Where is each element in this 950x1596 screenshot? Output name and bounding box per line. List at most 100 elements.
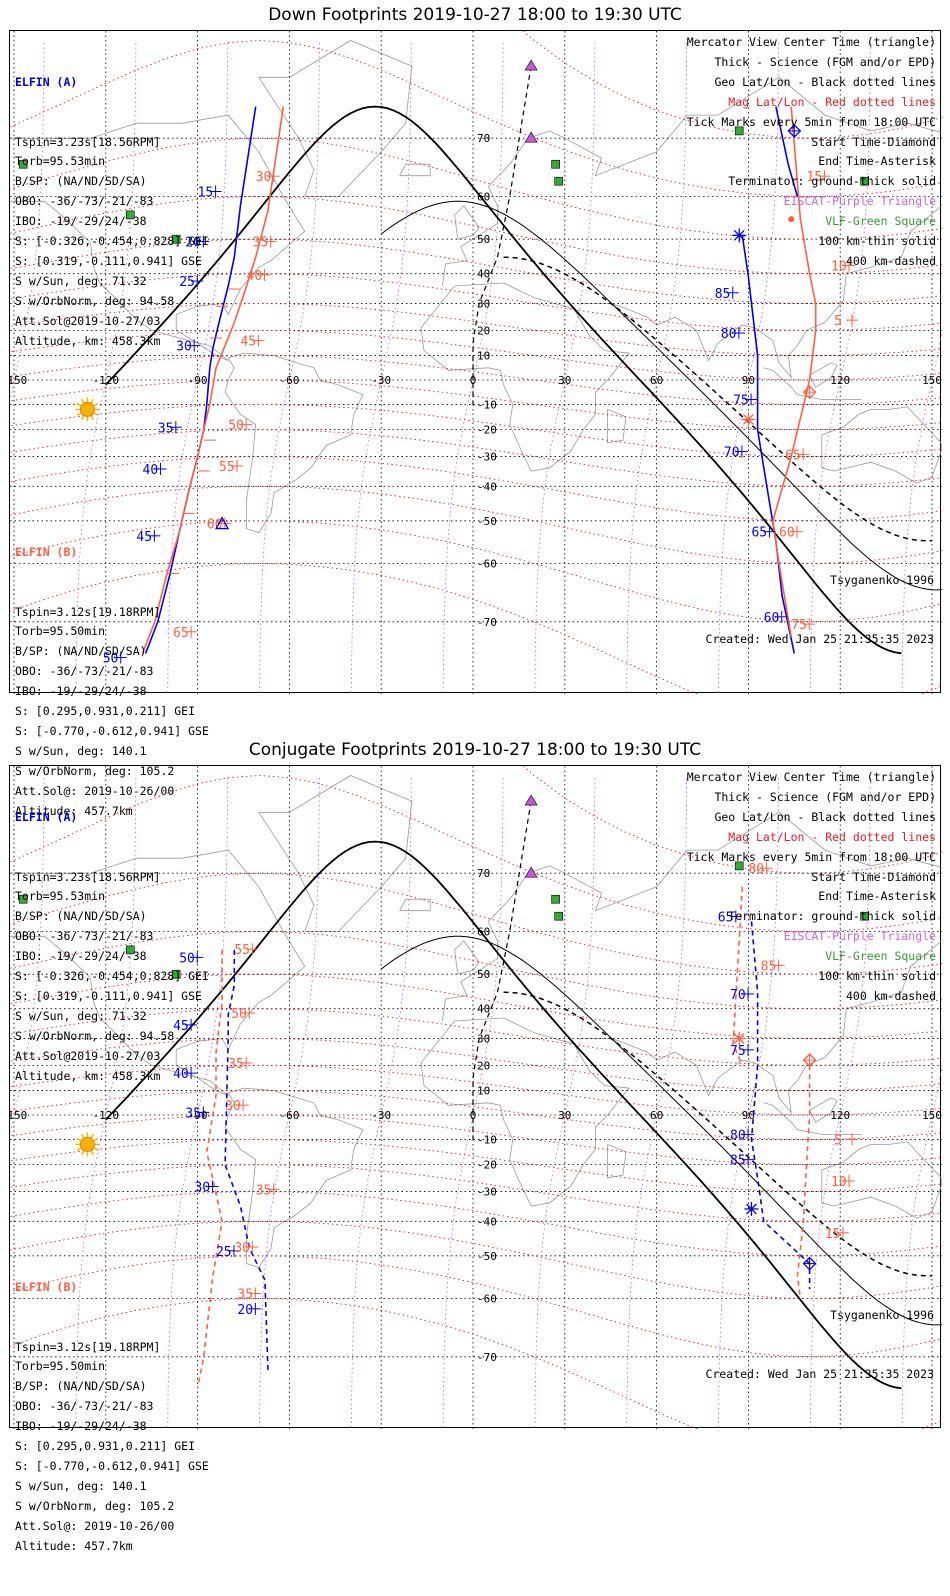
- coastline-5: [821, 1141, 942, 1219]
- elfin-a-line: S: [-0.326,-0.454,0.828] GEI: [15, 234, 209, 249]
- lat-tick-label: -50: [477, 1250, 497, 1263]
- lat-tick-label: 40: [477, 1003, 490, 1016]
- legend-item: Mercator View Center Time (triangle): [686, 770, 936, 784]
- lat-tick-label: -10: [477, 1133, 497, 1146]
- legend-item: 100 km-thin solid: [818, 234, 936, 249]
- lat-tick-label: -40: [477, 480, 497, 493]
- mag-lat-line: [10, 403, 942, 457]
- terminator-ground: [105, 105, 902, 655]
- mag-lat-line: [10, 1038, 942, 1092]
- tick-label: 30: [225, 1099, 241, 1114]
- coastline-10: [454, 205, 480, 240]
- lat-tick-label: -20: [477, 1159, 497, 1172]
- legend-item: 400 km-dashed: [845, 253, 936, 268]
- lat-tick-label: -70: [477, 616, 497, 629]
- elfin-a-line: B/SP: (NA/ND/SD/SA): [15, 174, 147, 189]
- legend-item: End Time-Asterisk: [818, 154, 936, 169]
- mag-lat-line: [10, 872, 942, 975]
- legend-item: Terminator: ground-thick solid: [728, 909, 936, 924]
- lat-tick-label: 60: [477, 190, 490, 203]
- tick-label: 65: [173, 626, 189, 641]
- coastline-1: [224, 1087, 364, 1269]
- mag-lat-line: [10, 429, 942, 487]
- model-credit: Tsyganenko-1996 Created: Wed Jan 25 21:3…: [706, 1266, 934, 1425]
- mag-lon-line: [901, 330, 942, 694]
- tick-label: 30: [195, 1181, 211, 1196]
- vlf-square: [551, 159, 560, 169]
- tick-label: 30: [234, 1241, 250, 1256]
- map-panel-down: -180-150-120-90-60-300306090120150180706…: [9, 30, 942, 818]
- tick-label: 40: [143, 463, 159, 478]
- eiscat-triangle: [524, 866, 538, 878]
- coastline-0: [10, 114, 306, 361]
- mag-lat-line: [10, 1164, 942, 1222]
- tick-label: 60: [207, 518, 223, 533]
- lon-tick-label: -90: [188, 374, 208, 387]
- tick-label: 75: [730, 1044, 746, 1059]
- eiscat-field-line: [472, 66, 532, 405]
- terminator-100km: [380, 935, 942, 1326]
- elfin-a-info: ELFIN (A) Tspin=3.23s[18.56RPM] Torb=95.5…: [15, 768, 209, 1126]
- mag-lat-line: [10, 137, 942, 240]
- elfin-a-line: S w/Sun, deg: 71.32: [15, 273, 147, 288]
- tick-label: 35: [253, 236, 269, 251]
- mag-lat-line: [10, 1191, 942, 1257]
- vlf-square: [734, 126, 744, 136]
- terminator-400km: [503, 991, 933, 1277]
- tick-label: 40: [247, 269, 263, 284]
- legend-item: Geo Lat/Lon - Black dotted lines: [714, 809, 936, 824]
- lat-tick-label: 60: [477, 925, 490, 938]
- panel-title-conjugate: Conjugate Footprints 2019-10-27 18:00 to…: [248, 740, 702, 760]
- mag-lon-line: [167, 40, 229, 694]
- elfin-a-line: Tspin=3.23s[18.56RPM]: [15, 869, 161, 884]
- lat-tick-label: -30: [477, 1186, 497, 1199]
- tick-label: 40: [173, 1067, 189, 1082]
- elfin-a-track-east: [750, 921, 811, 1290]
- elfin-b-line: S w/Sun, deg: 140.1: [15, 1478, 147, 1493]
- mag-lat-line: [10, 931, 942, 1010]
- tick-label: 50: [231, 1007, 247, 1022]
- lat-tick-label: -10: [477, 398, 497, 411]
- lon-tick-label: 30: [558, 374, 571, 387]
- coastline-2: [442, 76, 942, 287]
- tick-label: 50: [179, 951, 195, 966]
- elfin-b-line: Torb=95.50min: [15, 1359, 106, 1374]
- tick-label: 60: [779, 526, 795, 541]
- elfin-b-track-east: [772, 106, 817, 637]
- mag-lat-line: [10, 456, 942, 522]
- tick-label: 10: [831, 1175, 847, 1190]
- legend-item: Geo Lat/Lon - Black dotted lines: [714, 74, 936, 89]
- coastline-7: [809, 1097, 838, 1123]
- coastline-11: [607, 1144, 627, 1179]
- mag-lat-line: [10, 1138, 942, 1192]
- mag-lon-line: [167, 775, 229, 1429]
- mag-lat-line: [10, 303, 942, 357]
- sun-icon: [79, 1136, 95, 1152]
- mag-lon-line: [626, 775, 688, 1429]
- lon-tick-label: 90: [742, 374, 755, 387]
- mag-lat-line: [10, 273, 942, 331]
- vlf-square: [554, 176, 563, 186]
- mag-lon-line: [718, 40, 779, 694]
- vlf-square: [125, 945, 135, 955]
- tick-label: 45: [240, 335, 256, 350]
- elfin-a-line: OBO: -36/-73/-21/-83: [15, 929, 154, 944]
- tick-label: 45: [173, 1019, 189, 1034]
- elfin-b-line: Tspin=3.12s[19.18RPM]: [15, 604, 161, 619]
- vlf-square: [171, 234, 181, 244]
- mag-lon-line: [809, 40, 871, 694]
- coastline-4: [580, 205, 942, 379]
- coastline-9: [399, 163, 431, 177]
- elfin-a-track-east-north: [775, 106, 799, 197]
- tick-label: 75: [791, 618, 807, 633]
- elfin-a-line: S w/OrbNorm, deg: 94.58: [15, 1028, 175, 1043]
- legend-item: Mercator View Center Time (triangle): [686, 35, 936, 49]
- start-diamond: [802, 1053, 817, 1068]
- lat-tick-label: 10: [477, 350, 490, 363]
- elfin-b-line: Torb=95.50min: [15, 624, 106, 639]
- lon-tick-label: 150: [922, 374, 942, 387]
- tick-label: 75: [733, 393, 749, 408]
- lon-tick-label: 0: [470, 374, 477, 387]
- elfin-b-line: S w/OrbNorm, deg: 105.2: [15, 763, 175, 778]
- tick-label: 55: [234, 943, 250, 958]
